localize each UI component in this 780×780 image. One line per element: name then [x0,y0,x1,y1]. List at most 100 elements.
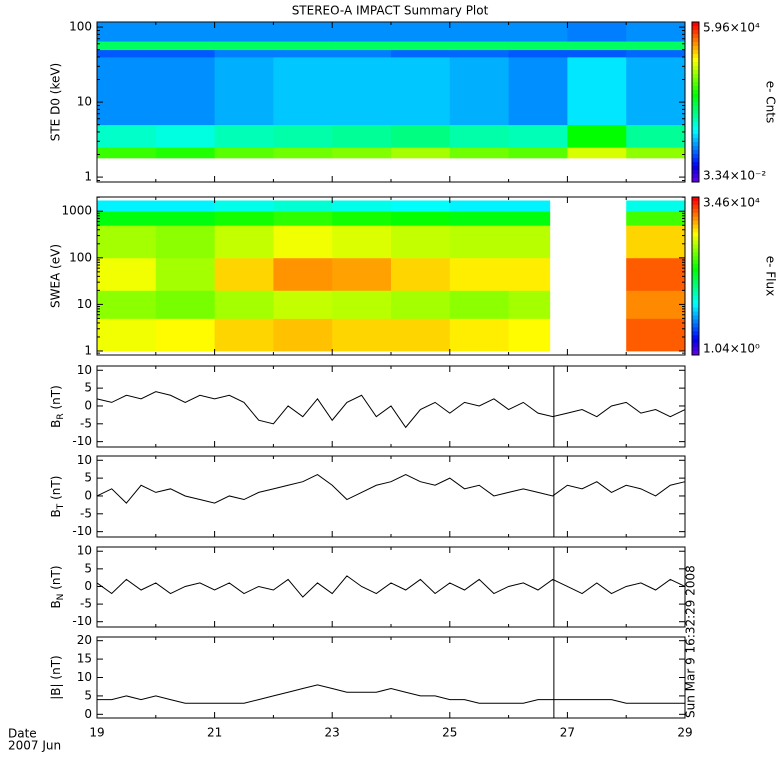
spectrogram-cell [332,225,392,259]
colorbar-label: 3.34×10⁻² [703,169,766,183]
colorbar-segment [692,26,699,31]
spectrogram-cell [449,211,509,226]
y-tick-label: -5 [80,416,92,430]
spectrogram-cell [391,257,451,291]
x-tick-label: 19 [89,726,104,740]
colorbar-title: e- Cnts [764,81,778,123]
colorbar-segment [692,283,699,289]
spectrogram-cell [391,147,451,159]
y-label-main: |B| [49,683,63,699]
spectrogram-cell [567,147,627,159]
colorbar-segment [692,142,699,147]
spectrogram-cell [273,41,333,51]
spectrogram-cell [391,41,451,51]
spectrogram-cell [626,56,686,126]
spectrogram-cell [97,124,157,148]
colorbar-segment [692,291,699,297]
y-label-unit: (nT) [49,565,63,593]
colorbar-segment [692,50,699,55]
y-tick-label: 10 [77,363,92,377]
colorbar-segment [692,299,699,305]
colorbar-segment [692,197,699,202]
colorbar-segment [692,150,699,155]
y-tick-label: 5 [84,561,92,575]
y-tick-label: -10 [72,434,92,448]
colorbar-segment [692,54,699,59]
colorbar-segment [692,146,699,151]
data-line [97,684,685,704]
y-tick-label: 0 [84,398,92,412]
spectrogram-cell [332,49,392,58]
colorbar-segment [692,264,699,269]
colorbar-segment [692,272,699,277]
colorbar-segment [692,162,699,167]
colorbar-segment [692,351,699,356]
colorbar-segment [692,256,699,261]
y-axis-label: BR (nT) [49,385,66,428]
colorbar-segment [692,62,699,67]
colorbar-segment [692,347,699,352]
colorbar-segment [692,240,699,245]
x-tick-label: 25 [442,726,457,740]
y-label-main: B [49,509,63,517]
y-label-sub: R [56,413,66,419]
colorbar-segment [692,78,699,83]
colorbar-segment [692,335,699,340]
colorbar-segment [692,170,699,175]
y-label-unit: (nT) [49,655,63,683]
colorbar-segment [692,98,699,103]
y-tick-label: -10 [72,614,92,628]
colorbar-label: 5.96×10⁴ [703,21,760,35]
spectrogram-cell [567,124,627,148]
spectrogram-cell [273,211,333,226]
colorbar-segment [692,343,699,348]
colorbar-segment [692,295,699,301]
spectrogram-cell [332,41,392,51]
x-tick-label: 23 [325,726,340,740]
spectrogram-cell [567,56,627,126]
spectrogram-cell [97,56,157,126]
spectrogram-cell [332,200,392,212]
spectrogram-cell [508,124,568,148]
y-axis-label: BN (nT) [49,565,66,608]
spectrogram-cell [273,56,333,126]
spectrogram-cell [273,22,333,42]
y-label-main: B [49,420,63,428]
spectrogram-cell [626,49,686,58]
spectrogram-cell [214,49,274,58]
colorbar-segment [692,86,699,91]
colorbar-segment [692,90,699,95]
colorbar-segment [692,327,699,332]
colorbar-segment [692,323,699,328]
colorbar-segment [692,216,699,222]
y-tick-label: 1000 [61,204,92,218]
spectrogram-cell [97,211,157,226]
spectrogram-cell [273,257,333,291]
spectrogram-cell [97,290,157,319]
colorbar-frame [691,196,700,356]
colorbar-segment [692,22,699,27]
x-axis-sublabel: 2007 Jun [8,739,61,753]
colorbar-segment [692,70,699,75]
colorbar-segment [692,244,699,249]
y-label-unit: (nT) [49,385,63,413]
y-tick-label: 5 [84,688,92,702]
spectrogram-cell [391,49,451,58]
colorbar-segment [692,200,699,206]
spectrogram-cell [332,22,392,42]
colorbar-segment [692,315,699,320]
colorbar-segment [692,66,699,71]
spectrogram-cell [155,211,215,226]
spectrogram-cell [155,147,215,159]
y-label-main: B [49,600,63,608]
spectrogram-cell [626,318,686,352]
y-label-sub: T [56,503,66,510]
colorbar-segment [692,276,699,281]
colorbar-segment [692,154,699,159]
spectrogram-cell [273,318,333,352]
panel-frame [96,455,686,538]
colorbar-segment [692,224,699,230]
spectrogram-cell [626,200,686,212]
y-tick-label: 0 [84,579,92,593]
spectrogram-cell [626,41,686,51]
